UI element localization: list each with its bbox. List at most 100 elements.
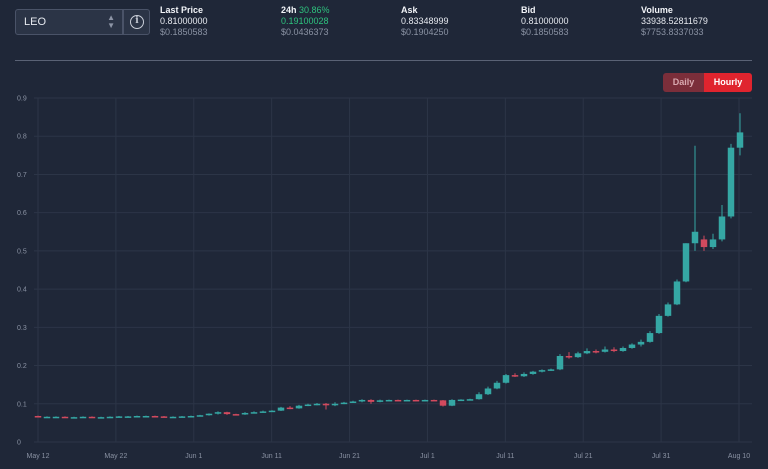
candle-body [61, 416, 69, 419]
candle-body [250, 412, 258, 414]
candle [466, 398, 474, 401]
hourly-toggle[interactable]: Hourly [704, 73, 752, 92]
x-tick-label: Jun 1 [185, 453, 202, 460]
candle [88, 416, 96, 419]
candle [34, 415, 42, 418]
candle [385, 399, 393, 402]
candle [322, 403, 330, 410]
daily-toggle[interactable]: Daily [663, 73, 704, 92]
candle [70, 416, 78, 419]
candle [727, 143, 735, 219]
bid-label: Bid [521, 5, 536, 15]
candle [691, 145, 699, 251]
last-price-label: Last Price [160, 5, 204, 15]
candle [403, 399, 411, 402]
last-price-usd: $0.1850583 [160, 27, 208, 37]
change-24h-stat: 24h 30.86% 0.19100028 $0.0436373 [281, 5, 330, 38]
candle [556, 354, 564, 371]
candle-body [133, 416, 141, 418]
candle [529, 370, 537, 375]
candle-body [556, 356, 564, 370]
y-tick-label: 0.9 [17, 96, 27, 103]
candle-body [574, 353, 582, 358]
candle [43, 416, 51, 419]
candle [475, 392, 483, 400]
candle [331, 402, 339, 407]
volume-usd: $7753.8337033 [641, 27, 704, 37]
volume-label: Volume [641, 5, 673, 15]
candle-body [592, 351, 600, 353]
y-axis: 0 0.1 0.2 0.3 0.4 0.5 0.6 0.7 0.8 0.9 [17, 96, 27, 447]
candle-body [115, 416, 123, 418]
candle-body [358, 399, 366, 402]
x-tick-label: Jul 11 [496, 453, 514, 460]
candle-body [484, 388, 492, 395]
candle [223, 411, 231, 415]
x-tick-label: May 22 [104, 453, 127, 460]
change-24h-label: 24h [281, 5, 297, 15]
candle [178, 416, 186, 418]
candle [142, 415, 150, 418]
candle [394, 399, 402, 402]
candle-body [223, 412, 231, 415]
candle [295, 404, 303, 409]
candle-body [241, 412, 249, 415]
candle-body [385, 399, 393, 402]
x-tick-label: May 12 [27, 453, 50, 460]
candle-body [43, 416, 51, 419]
candle-body [421, 399, 429, 402]
candle-body [529, 371, 537, 374]
candle-body [367, 399, 375, 402]
candle [313, 403, 321, 406]
candle-body [664, 304, 672, 316]
candle-body [214, 412, 222, 414]
candle [511, 373, 519, 378]
info-button[interactable]: i [123, 9, 150, 35]
candle-body [97, 417, 105, 419]
header-divider [15, 60, 752, 61]
candle-body [511, 375, 519, 377]
candle-body [601, 349, 609, 352]
candle [376, 399, 384, 403]
candle [214, 411, 222, 415]
candle [619, 346, 627, 352]
candle [547, 368, 555, 371]
candle-body [412, 399, 420, 402]
symbol-select[interactable]: LEO ▲ ▼ [15, 9, 123, 35]
candle [439, 399, 447, 407]
x-axis: May 12 May 22 Jun 1 Jun 11 Jun 21 Jul 1 Jul 11… [27, 453, 751, 460]
candle-body [349, 401, 357, 403]
candle-body [448, 399, 456, 406]
candle-body [394, 399, 402, 402]
candle [673, 279, 681, 306]
candle-body [520, 373, 528, 377]
candle [349, 400, 357, 404]
x-tick-label: Jul 1 [420, 453, 435, 460]
candle-body [376, 400, 384, 402]
candle-body [286, 407, 294, 410]
candle-body [331, 403, 339, 406]
candle [205, 413, 213, 416]
candle [655, 313, 663, 334]
change-24h-value: 0.19100028 [281, 16, 329, 26]
candle-body [736, 132, 744, 148]
candle [601, 346, 609, 353]
candle-body [295, 405, 303, 409]
candle-body [88, 416, 96, 419]
x-tick-label: Jun 21 [339, 453, 360, 460]
last-price-stat: Last Price 0.81000000 $0.1850583 [160, 5, 208, 38]
candle [448, 399, 456, 407]
candle-body [169, 416, 177, 419]
bid-value: 0.81000000 [521, 16, 569, 26]
candle [736, 113, 744, 156]
candle [79, 416, 87, 419]
candle [133, 415, 141, 418]
candle-body [160, 416, 168, 418]
candle [484, 386, 492, 395]
candle [520, 372, 528, 378]
candle [340, 401, 348, 405]
y-tick-label: 0.2 [17, 363, 27, 370]
candle-body [205, 413, 213, 416]
candle-body [583, 351, 591, 354]
